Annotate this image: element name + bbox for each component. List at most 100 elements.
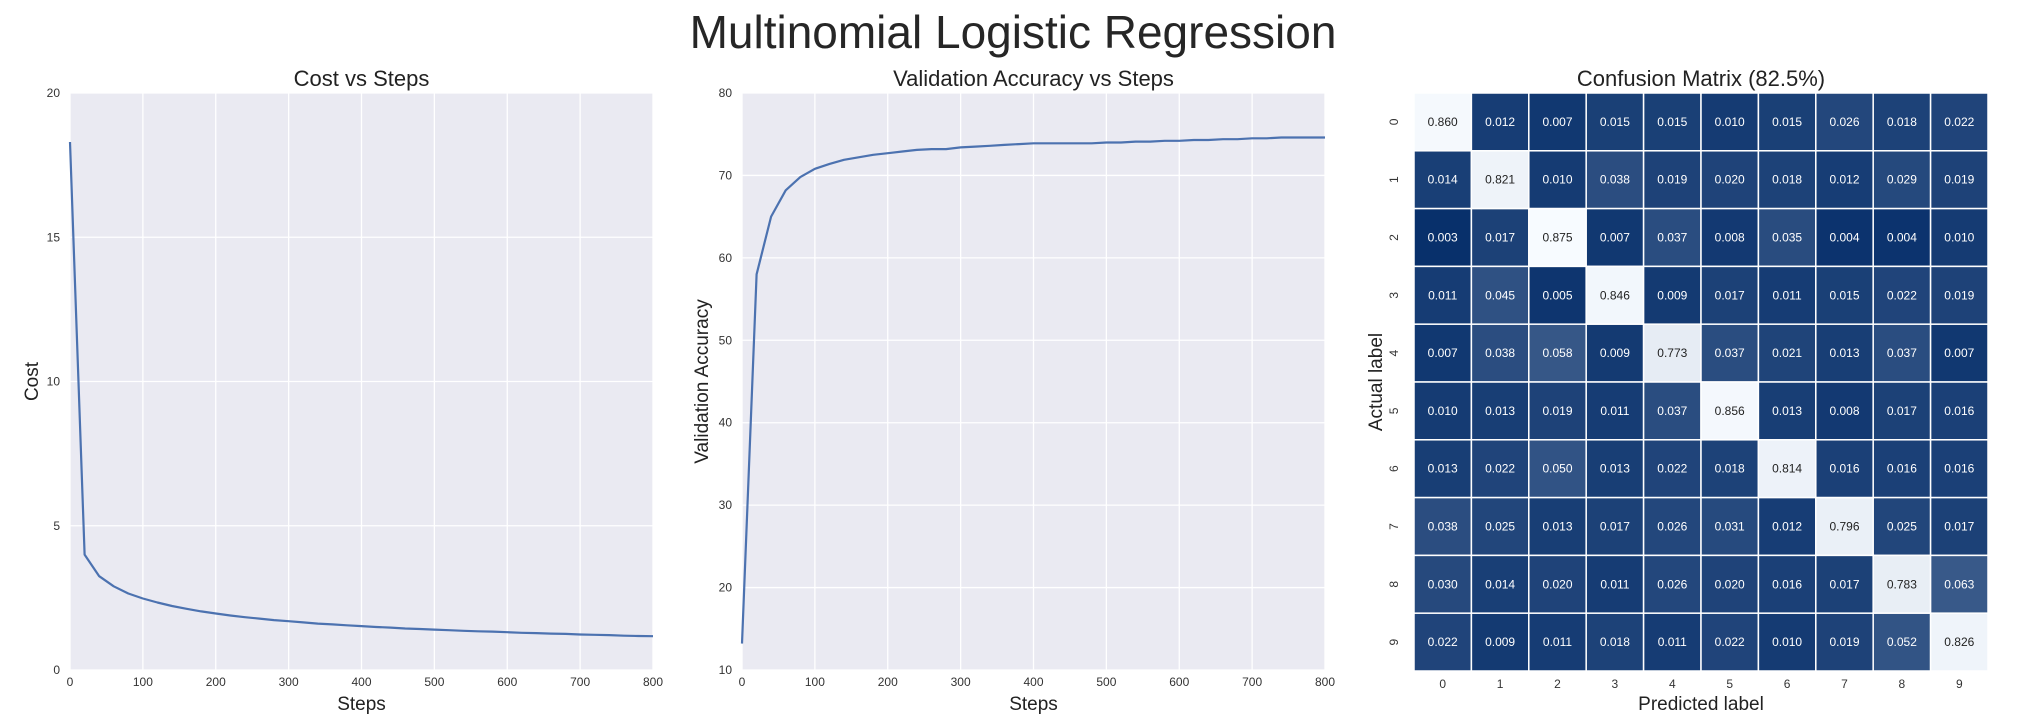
chart2-y-tick-label: 60 (719, 251, 733, 265)
heatmap-x-tick-label: 3 (1612, 677, 1619, 691)
heatmap-cell-value: 0.018 (1772, 173, 1802, 187)
heatmap-cell-value: 0.013 (1485, 404, 1515, 418)
heatmap-cell (1757, 265, 1817, 325)
heatmap-cell (1642, 439, 1702, 499)
heatmap-cell-value: 0.012 (1829, 173, 1859, 187)
heatmap-cell-value: 0.004 (1887, 231, 1917, 245)
heatmap-cell (1642, 323, 1702, 383)
heatmap-cell-value: 0.035 (1772, 231, 1802, 245)
chart1-y-tick-label: 20 (47, 86, 61, 100)
chart2-y-tick-label: 20 (719, 581, 733, 595)
heatmap-cell-value: 0.821 (1485, 173, 1515, 187)
chart2-x-tick-label: 100 (805, 675, 825, 689)
heatmap-cell-value: 0.783 (1887, 577, 1917, 591)
heatmap-cell-value: 0.012 (1485, 115, 1515, 129)
heatmap-x-tick-label: 1 (1497, 677, 1504, 691)
heatmap-cell-value: 0.017 (1600, 520, 1630, 534)
heatmap-cell-value: 0.019 (1944, 288, 1974, 302)
heatmap-cell (1470, 496, 1530, 557)
heatmap-cell-value: 0.038 (1600, 173, 1630, 187)
heatmap-cell-value: 0.017 (1829, 577, 1859, 591)
heatmap-cell-value: 0.010 (1772, 635, 1802, 649)
heatmap-cell (1757, 323, 1817, 383)
heatmap-cell (1700, 612, 1760, 672)
heatmap-cell (1700, 496, 1760, 557)
heatmap-cell-value: 0.037 (1715, 346, 1745, 360)
heatmap-cell (1929, 554, 1989, 614)
chart2-x-tick-label: 500 (1096, 675, 1116, 689)
heatmap-cell (1929, 92, 1989, 152)
chart1-title: Cost vs Steps (294, 66, 430, 91)
heatmap-cell-value: 0.063 (1944, 577, 1974, 591)
heatmap-cell-value: 0.020 (1715, 173, 1745, 187)
chart2-x-tick-label: 0 (739, 675, 746, 689)
heatmap-cell (1757, 554, 1817, 614)
heatmap-y-tick-label: 4 (1387, 349, 1401, 356)
heatmap-cell (1872, 612, 1932, 672)
heatmap-cell-value: 0.016 (1944, 404, 1974, 418)
heatmap-cell (1929, 265, 1989, 325)
heatmap-cell (1700, 439, 1760, 499)
heatmap-x-axis-label: Predicted label (1638, 694, 1764, 715)
heatmap-y-tick-label: 1 (1387, 176, 1401, 183)
heatmap-cell-value: 0.018 (1887, 115, 1917, 129)
heatmap-cell-value: 0.004 (1829, 231, 1859, 245)
heatmap-cell-value: 0.007 (1600, 231, 1630, 245)
heatmap-cell-value: 0.018 (1600, 635, 1630, 649)
heatmap-cell (1413, 265, 1473, 325)
heatmap-cell-value: 0.025 (1887, 520, 1917, 534)
heatmap-cell (1470, 323, 1530, 383)
chart1-series-line (68, 141, 654, 638)
heatmap-cell (1929, 439, 1989, 499)
heatmap-x-tick-label: 9 (1956, 677, 1963, 691)
heatmap-cell (1528, 150, 1587, 210)
heatmap-cell (1757, 207, 1817, 268)
heatmap-cell (1585, 496, 1645, 557)
chart2-y-tick-label: 10 (719, 663, 733, 677)
heatmap-y-tick-label: 9 (1387, 638, 1401, 645)
heatmap-cell (1585, 150, 1645, 210)
heatmap-x-tick-label: 2 (1554, 677, 1561, 691)
heatmap-cell-value: 0.856 (1715, 404, 1745, 418)
heatmap-cell (1528, 265, 1587, 325)
chart2-x-axis-label: Steps (1009, 694, 1058, 715)
heatmap-cell (1642, 381, 1702, 441)
heatmap-cell-value: 0.029 (1887, 173, 1917, 187)
chart1-y-axis-label: Cost (22, 361, 43, 401)
chart1-x-tick-label: 700 (570, 675, 590, 689)
heatmap-cell-value: 0.013 (1772, 404, 1802, 418)
heatmap-cell (1528, 496, 1587, 557)
heatmap-cell-value: 0.037 (1887, 346, 1917, 360)
heatmap-cell (1815, 207, 1874, 268)
heatmap-cell (1929, 323, 1989, 383)
heatmap-cell (1413, 92, 1473, 152)
heatmap-cell-value: 0.013 (1428, 462, 1458, 476)
chart2-y-tick-label: 80 (719, 86, 733, 100)
heatmap-cell (1700, 323, 1760, 383)
heatmap-cell-value: 0.014 (1428, 173, 1458, 187)
heatmap-cell-value: 0.038 (1428, 520, 1458, 534)
heatmap-cell-value: 0.031 (1715, 520, 1745, 534)
heatmap-cell-value: 0.015 (1657, 115, 1687, 129)
heatmap-cell-value: 0.022 (1428, 635, 1458, 649)
heatmap-cell (1815, 265, 1874, 325)
heatmap-title: Confusion Matrix (82.5%) (1577, 66, 1825, 91)
heatmap-cell-value: 0.017 (1485, 231, 1515, 245)
heatmap-cell-value: 0.010 (1715, 115, 1745, 129)
heatmap-cell (1872, 265, 1932, 325)
heatmap-cell-value: 0.012 (1772, 520, 1802, 534)
heatmap-cell (1872, 381, 1932, 441)
heatmap-cell-value: 0.016 (1944, 462, 1974, 476)
chart2-y-tick-label: 40 (719, 416, 733, 430)
heatmap-cell-value: 0.016 (1887, 462, 1917, 476)
heatmap-cell (1815, 150, 1874, 210)
heatmap-cell (1929, 381, 1989, 441)
heatmap-cell-value: 0.773 (1657, 346, 1687, 360)
heatmap-y-tick-label: 8 (1387, 581, 1401, 588)
chart1-x-tick-label: 400 (351, 675, 371, 689)
heatmap-cell-value: 0.019 (1657, 173, 1687, 187)
heatmap-y-tick-label: 7 (1387, 523, 1401, 530)
heatmap-cell-value: 0.018 (1715, 462, 1745, 476)
heatmap-cell (1929, 496, 1989, 557)
